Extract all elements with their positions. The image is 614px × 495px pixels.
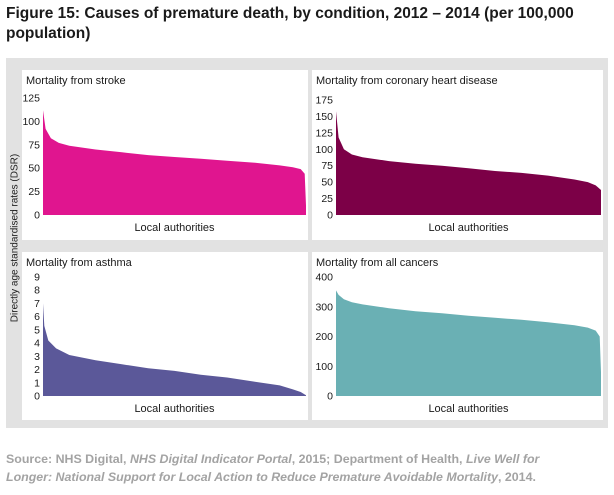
chart-1-ytick-label: 125 [22, 93, 40, 105]
chart-4-ytick-label: 300 [315, 301, 333, 313]
chart-2-ytick-label: 175 [315, 95, 333, 107]
source-text-1: Source: NHS Digital, [6, 452, 130, 466]
chart-1-ytick-label: 75 [28, 139, 40, 151]
chart-1-xlabel: Local authorities [134, 222, 215, 234]
chart-2: Mortality from coronary heart disease 0 25… [312, 70, 603, 240]
chart-1: Mortality from stroke 0 25 50 75 100 125 Local … [22, 70, 308, 240]
source-text-6: , 2014. [498, 470, 536, 484]
chart-3-ytick-label: 7 [34, 298, 40, 310]
source-text-4: Live Well for [466, 452, 539, 466]
chart-3-xlabel: Local authorities [134, 403, 215, 415]
chart-4-xlabel: Local authorities [428, 403, 509, 415]
source-text-3: , 2015; Department of Health, [292, 452, 466, 466]
chart-3-ytick-label: 3 [34, 351, 40, 363]
chart-4-ytick-label: 100 [315, 361, 333, 373]
chart-4-ytick-label: 200 [315, 331, 333, 343]
source-text-2: NHS Digital Indicator Portal [130, 452, 292, 466]
chart-4-title: Mortality from all cancers [316, 257, 439, 269]
chart-1-ytick-label: 50 [28, 163, 40, 175]
chart-2-ytick-label: 100 [315, 144, 333, 156]
source-note: Source: NHS Digital, NHS Digital Indicat… [6, 450, 611, 486]
chart-2-ytick-label: 75 [321, 160, 333, 172]
chart-3-ytick-label: 5 [34, 324, 40, 336]
chart-2-ytick-label: 50 [321, 177, 333, 189]
chart-2-ytick-label: 150 [315, 111, 333, 123]
chart-3-ytick-label: 6 [34, 311, 40, 323]
chart-2-title: Mortality from coronary heart disease [316, 75, 498, 87]
chart-3-ytick-label: 1 [34, 377, 40, 389]
chart-3-ytick-label: 4 [34, 338, 40, 350]
chart-1-ytick-label: 0 [34, 210, 40, 222]
chart-3-title: Mortality from asthma [26, 257, 133, 269]
source-text-5: Longer: National Support for Local Actio… [6, 470, 498, 484]
chart-1-title: Mortality from stroke [26, 75, 126, 87]
chart-4-ytick-label: 400 [315, 272, 333, 284]
chart-1-ytick-label: 25 [28, 186, 40, 198]
chart-2-ytick-label: 125 [315, 127, 333, 139]
chart-3-ytick-label: 0 [34, 391, 40, 403]
chart-3-ytick-label: 9 [34, 272, 40, 284]
chart-2-ytick-label: 0 [327, 210, 333, 222]
chart-2-ytick-label: 25 [321, 193, 333, 205]
chart-3-ytick-label: 2 [34, 364, 40, 376]
chart-4: Mortality from all cancers 0 100 200 300 400 L… [312, 252, 603, 420]
charts-canvas: Mortality from stroke0255075100125Local … [0, 0, 614, 495]
chart-2-xlabel: Local authorities [428, 222, 509, 234]
chart-3-ytick-label: 8 [34, 285, 40, 297]
chart-4-ytick-label: 0 [327, 391, 333, 403]
chart-1-ytick-label: 100 [22, 116, 40, 128]
